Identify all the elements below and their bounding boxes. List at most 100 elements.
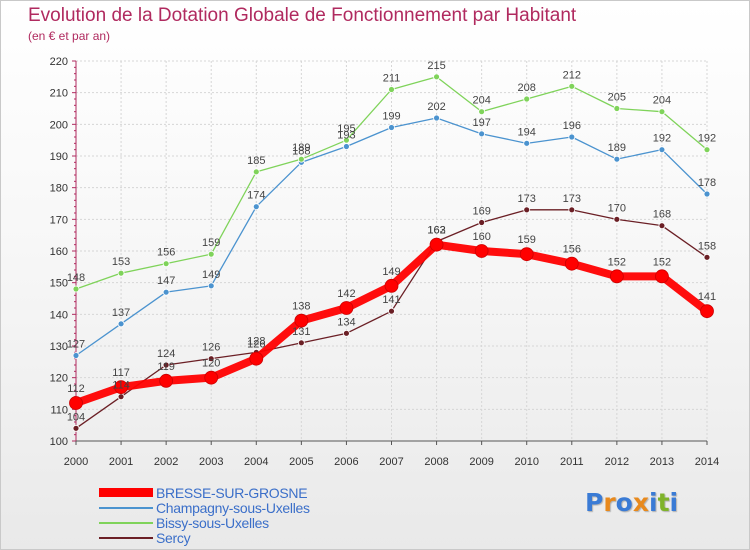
data-label-sercy: 141 [382, 294, 400, 306]
data-label-bissy-sous-uxelles: 159 [202, 237, 220, 249]
x-tick-label: 2012 [605, 456, 629, 468]
data-label-sercy: 126 [202, 342, 220, 354]
legend-label: Bissy-sous-Uxelles [156, 514, 269, 531]
logo-letter: r [603, 488, 616, 517]
data-point-champagny-sous-uxelles [703, 190, 711, 198]
data-label-bresse-sur-grosne: 126 [247, 339, 265, 351]
data-point-bissy-sous-uxelles [72, 285, 80, 293]
data-label-bissy-sous-uxelles: 211 [383, 73, 401, 85]
data-label-champagny-sous-uxelles: 199 [382, 111, 400, 123]
legend-label: Sercy [156, 529, 191, 546]
data-point-bissy-sous-uxelles [343, 136, 350, 144]
data-point-bresse-sur-grosne [609, 269, 624, 284]
data-label-bresse-sur-grosne: 152 [608, 256, 626, 268]
data-point-bresse-sur-grosne [114, 380, 128, 395]
data-point-bresse-sur-grosne [249, 351, 264, 366]
data-point-bissy-sous-uxelles [568, 82, 576, 90]
data-point-sercy [72, 424, 80, 432]
y-tick-label: 130 [50, 341, 68, 353]
data-point-bissy-sous-uxelles [388, 86, 395, 93]
logo-letter: i [649, 488, 658, 517]
x-tick-label: 2014 [695, 456, 719, 468]
data-point-champagny-sous-uxelles [343, 143, 350, 150]
data-point-bresse-sur-grosne [159, 373, 174, 388]
data-point-champagny-sous-uxelles [433, 114, 440, 122]
data-point-sercy [613, 215, 621, 223]
data-point-bresse-sur-grosne [429, 237, 444, 252]
data-point-bresse-sur-grosne [519, 247, 534, 262]
proxiti-logo: Proxiti [585, 488, 678, 517]
x-tick-label: 2011 [560, 456, 584, 468]
x-tick-label: 2000 [64, 456, 88, 468]
data-label-sercy: 131 [292, 326, 310, 338]
y-tick-label: 170 [50, 214, 68, 226]
data-label-champagny-sous-uxelles: 174 [247, 190, 265, 202]
x-tick-label: 2013 [650, 456, 674, 468]
data-point-champagny-sous-uxelles [613, 155, 621, 163]
data-point-bresse-sur-grosne [564, 256, 579, 271]
data-point-sercy [207, 355, 215, 363]
data-label-bresse-sur-grosne: 119 [157, 361, 175, 373]
data-label-sercy: 114 [112, 380, 130, 392]
line-chart: 100 110 120 130 140 150 160 170 180 190 200 210 220 2… [50, 56, 720, 468]
data-label-bissy-sous-uxelles: 215 [427, 60, 445, 72]
data-label-bissy-sous-uxelles: 185 [247, 155, 265, 167]
data-point-sercy [658, 222, 666, 230]
y-tick-label: 140 [50, 309, 68, 321]
data-point-bissy-sous-uxelles [117, 269, 125, 277]
data-label-bresse-sur-grosne: 162 [427, 225, 445, 237]
data-point-sercy [117, 393, 125, 401]
data-point-sercy [523, 206, 531, 214]
data-point-champagny-sous-uxelles [568, 133, 576, 141]
data-label-sercy: 104 [67, 411, 85, 423]
data-label-champagny-sous-uxelles: 149 [202, 269, 220, 281]
legend-swatch [99, 521, 153, 524]
data-label-bissy-sous-uxelles: 153 [112, 256, 130, 268]
x-tick-label: 2009 [469, 456, 493, 468]
legend-label: Champagny-sous-Uxelles [156, 499, 310, 516]
data-label-sercy: 173 [563, 193, 581, 205]
data-label-bissy-sous-uxelles: 208 [518, 82, 536, 94]
data-label-bresse-sur-grosne: 112 [67, 383, 85, 395]
data-point-bresse-sur-grosne [339, 301, 354, 315]
data-label-champagny-sous-uxelles: 189 [608, 142, 626, 154]
x-tick-label: 2005 [289, 456, 313, 468]
y-tick-label: 110 [50, 404, 68, 416]
data-point-bissy-sous-uxelles [297, 155, 305, 163]
x-tick-label: 2004 [244, 456, 268, 468]
logo-letter: t [657, 488, 670, 517]
data-point-sercy [568, 206, 576, 214]
data-label-bresse-sur-grosne: 159 [518, 234, 536, 246]
legend-item: Sercy [99, 529, 310, 546]
data-label-bissy-sous-uxelles: 195 [337, 123, 355, 135]
data-point-champagny-sous-uxelles [478, 130, 486, 138]
data-label-sercy: 134 [337, 316, 355, 328]
legend-item: BRESSE-SUR-GROSNE [99, 485, 310, 501]
data-point-bresse-sur-grosne [294, 313, 309, 328]
data-point-champagny-sous-uxelles [72, 352, 80, 359]
chart-subtitle: (en € et par an) [28, 29, 111, 43]
data-point-bissy-sous-uxelles [703, 146, 711, 154]
data-label-champagny-sous-uxelles: 188 [292, 145, 310, 157]
data-label-sercy: 158 [698, 240, 716, 252]
data-point-champagny-sous-uxelles [117, 320, 125, 328]
data-point-bissy-sous-uxelles [613, 105, 621, 112]
x-tick-label: 2003 [199, 456, 223, 468]
data-point-bresse-sur-grosne [474, 244, 489, 258]
data-point-champagny-sous-uxelles [252, 203, 260, 211]
data-label-bresse-sur-grosne: 120 [202, 358, 220, 370]
series-layer [69, 73, 714, 432]
data-point-bresse-sur-grosne [700, 304, 714, 319]
logo-letter: o [615, 488, 633, 517]
logo-letter: i [669, 488, 679, 517]
data-point-sercy [343, 329, 350, 337]
data-label-bissy-sous-uxelles: 204 [653, 95, 671, 107]
data-label-sercy: 169 [472, 206, 490, 218]
y-tick-label: 200 [50, 119, 68, 131]
data-label-champagny-sous-uxelles: 192 [653, 133, 671, 145]
x-tick-label: 2007 [379, 456, 403, 468]
y-tick-label: 190 [50, 151, 68, 163]
data-point-champagny-sous-uxelles [523, 139, 531, 147]
data-label-bresse-sur-grosne: 152 [653, 256, 671, 268]
data-point-bissy-sous-uxelles [252, 168, 260, 176]
